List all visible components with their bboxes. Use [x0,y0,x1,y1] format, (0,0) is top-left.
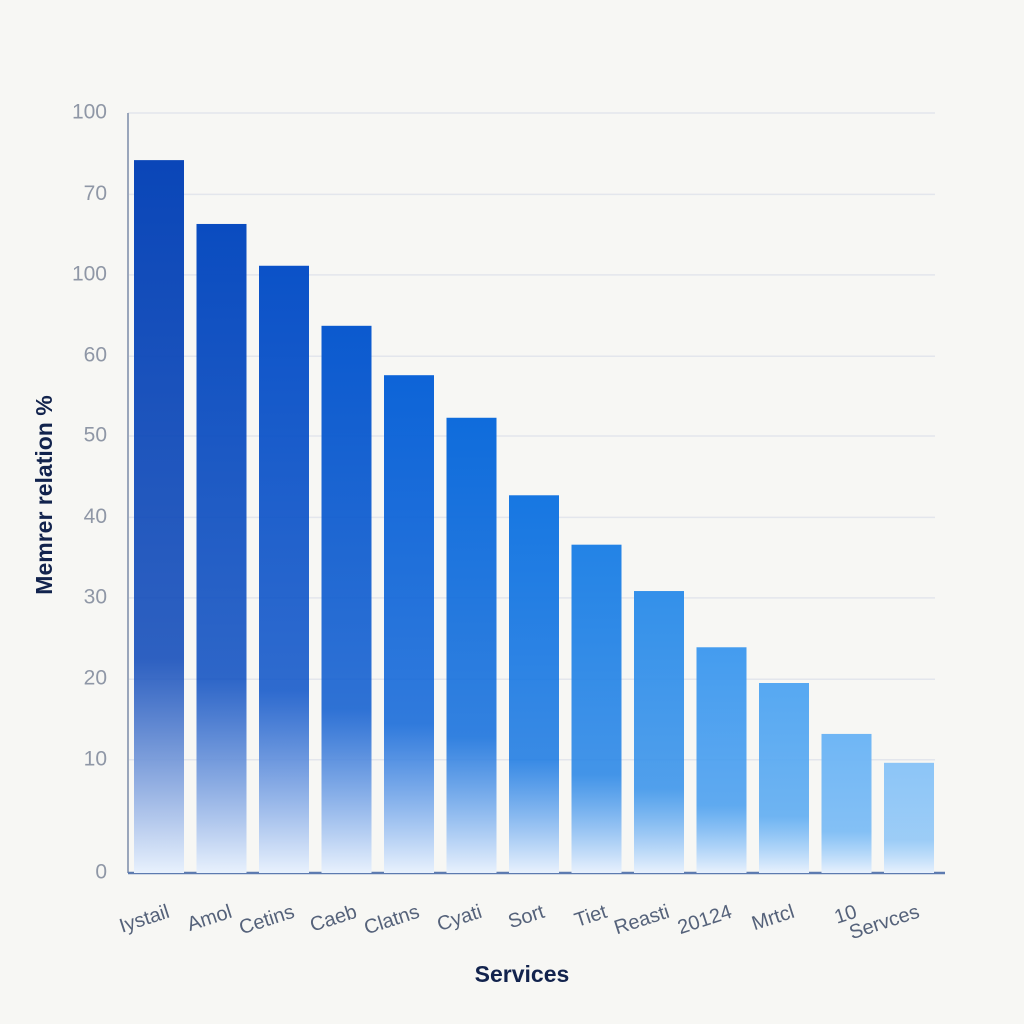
x-tick-label: Cetins [236,901,297,939]
bar [384,375,434,873]
y-tick-label: 60 [84,344,107,367]
y-tick-label: 30 [84,585,107,608]
y-tick-label: 0 [95,861,107,884]
x-tick-label: 20124 [675,901,735,939]
bar [196,223,247,873]
y-tick-label: 40 [84,505,107,528]
bar [259,265,309,873]
x-axis-title: Services [475,961,570,987]
bar [134,160,184,873]
x-tick-label: Reasti [611,901,672,939]
x-tick-label: Mrtcl [749,901,797,935]
x-tick-label: Caeb [307,901,359,937]
bar [321,325,372,873]
bar [759,683,809,873]
bar [509,495,559,873]
x-tick-label: Iystail [117,901,172,938]
bar [634,591,684,873]
y-tick-label: 100 [72,101,107,124]
bar [446,417,497,873]
bar [884,762,934,873]
y-tick-label: 70 [84,182,107,205]
x-tick-label: Servces [847,901,923,944]
bar [696,647,747,873]
y-axis-title: Memrer relation % [31,395,57,594]
x-tick-label: Amol [185,901,235,936]
y-tick-label: 10 [84,747,107,770]
y-tick-label: 20 [84,667,107,690]
bar [821,733,872,873]
y-tick-label: 100 [72,262,107,285]
x-tick-label: Clatns [361,901,422,939]
x-tick-label: Cyati [435,901,485,936]
x-tick-label: Sort [505,901,547,933]
x-tick-label: Tiet [572,901,610,932]
bar [571,544,622,873]
y-tick-label: 50 [84,424,107,447]
